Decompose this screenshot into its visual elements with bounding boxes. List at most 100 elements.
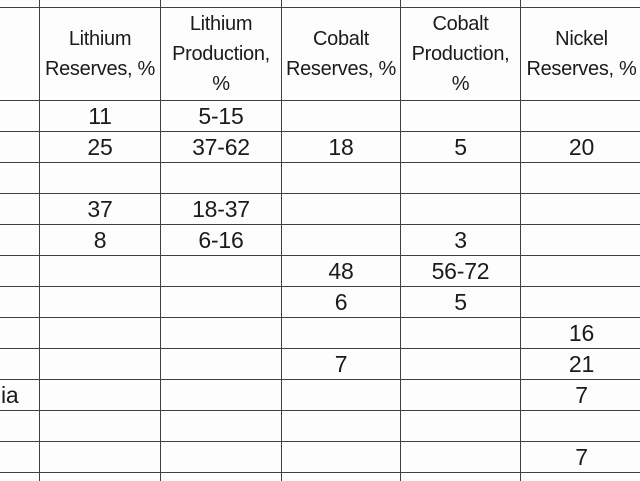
cell-lithium-production — [161, 411, 282, 442]
col-header-lithium-production: Lithium Production, % — [161, 8, 282, 101]
cell-nickel-reserves: 16 — [521, 318, 640, 349]
header-line: % — [451, 73, 470, 95]
cropped-bottom-cell — [161, 473, 282, 481]
header-line: Reserves, % — [285, 58, 397, 80]
cell-country — [0, 411, 40, 442]
cell-lithium-production — [161, 442, 282, 473]
cell-country — [0, 256, 40, 287]
cell-nickel-reserves: 20 — [521, 132, 640, 163]
cell-nickel-reserves — [521, 101, 640, 132]
cell-lithium-production: 18-37 — [161, 194, 282, 225]
col-header-country — [0, 8, 40, 101]
cell-lithium-production: 6-16 — [161, 225, 282, 256]
cell-country — [0, 349, 40, 380]
cell-cobalt-reserves: 6 — [282, 287, 401, 318]
cropped-bottom-cell — [40, 473, 161, 481]
cell-lithium-reserves — [40, 411, 161, 442]
cell-cobalt-reserves — [282, 225, 401, 256]
col-header-nickel-reserves: Nickel Reserves, % — [521, 8, 640, 101]
cell-lithium-production: 37-62 — [161, 132, 282, 163]
cropped-top-cell — [40, 0, 161, 8]
cell-lithium-reserves — [40, 380, 161, 411]
cell-cobalt-production — [401, 318, 521, 349]
header-line: % — [212, 73, 230, 95]
cell-cobalt-production — [401, 442, 521, 473]
cell-cobalt-reserves: 48 — [282, 256, 401, 287]
header-line: Lithium — [189, 13, 253, 35]
cell-cobalt-production — [401, 163, 521, 194]
cropped-bottom-cell — [401, 473, 521, 481]
cell-nickel-reserves: 7 — [521, 380, 640, 411]
cell-country — [0, 194, 40, 225]
cell-cobalt-production — [401, 380, 521, 411]
header-line: Lithium — [68, 28, 132, 50]
cell-lithium-production — [161, 256, 282, 287]
header-line: Reserves, % — [44, 58, 156, 80]
cell-lithium-production: 5-15 — [161, 101, 282, 132]
cell-cobalt-production: 5 — [401, 132, 521, 163]
cell-nickel-reserves: 21 — [521, 349, 640, 380]
cell-nickel-reserves — [521, 411, 640, 442]
cell-nickel-reserves — [521, 256, 640, 287]
cell-cobalt-reserves — [282, 411, 401, 442]
col-header-cobalt-production: Cobalt Production, % — [401, 8, 521, 101]
cell-lithium-production — [161, 163, 282, 194]
cell-cobalt-production: 5 — [401, 287, 521, 318]
cell-nickel-reserves — [521, 287, 640, 318]
cell-country — [0, 287, 40, 318]
cell-country — [0, 442, 40, 473]
cell-country — [0, 225, 40, 256]
cell-lithium-reserves: 11 — [40, 101, 161, 132]
col-header-cobalt-reserves: Cobalt Reserves, % — [282, 8, 401, 101]
cropped-top-cell-country — [0, 0, 40, 8]
cell-lithium-reserves — [40, 256, 161, 287]
cell-cobalt-reserves — [282, 380, 401, 411]
cell-lithium-reserves — [40, 318, 161, 349]
cell-cobalt-reserves — [282, 194, 401, 225]
cell-country — [0, 132, 40, 163]
cropped-bottom-cell-country — [0, 473, 40, 481]
cell-nickel-reserves — [521, 194, 640, 225]
cell-cobalt-production — [401, 411, 521, 442]
cropped-top-cell — [161, 0, 282, 8]
cell-cobalt-reserves — [282, 163, 401, 194]
cell-lithium-reserves — [40, 442, 161, 473]
cell-nickel-reserves — [521, 225, 640, 256]
cell-cobalt-reserves — [282, 101, 401, 132]
cell-nickel-reserves: 7 — [521, 442, 640, 473]
cell-lithium-production — [161, 380, 282, 411]
cell-lithium-reserves: 37 — [40, 194, 161, 225]
cell-country: ia — [0, 380, 40, 411]
cell-nickel-reserves — [521, 163, 640, 194]
cropped-bottom-cell — [282, 473, 401, 481]
cell-country — [0, 163, 40, 194]
cell-cobalt-production — [401, 194, 521, 225]
cell-cobalt-production: 3 — [401, 225, 521, 256]
header-line: Reserves, % — [526, 58, 637, 80]
cell-lithium-production — [161, 349, 282, 380]
header-line: Cobalt — [312, 28, 369, 50]
cell-cobalt-production — [401, 349, 521, 380]
cell-country — [0, 101, 40, 132]
cell-cobalt-reserves — [282, 318, 401, 349]
cell-cobalt-production: 56-72 — [401, 256, 521, 287]
cell-lithium-production — [161, 287, 282, 318]
cell-lithium-reserves: 8 — [40, 225, 161, 256]
cell-cobalt-reserves: 7 — [282, 349, 401, 380]
cell-lithium-reserves — [40, 163, 161, 194]
cell-cobalt-reserves: 18 — [282, 132, 401, 163]
cell-lithium-reserves — [40, 349, 161, 380]
col-header-lithium-reserves: Lithium Reserves, % — [40, 8, 161, 101]
header-line: Cobalt — [432, 13, 489, 35]
cell-country — [0, 318, 40, 349]
header-line: Nickel — [555, 28, 608, 50]
cell-cobalt-reserves — [282, 442, 401, 473]
cropped-top-cell — [401, 0, 521, 8]
cell-lithium-reserves — [40, 287, 161, 318]
cell-cobalt-production — [401, 101, 521, 132]
cropped-top-cell — [521, 0, 640, 8]
header-line: Production, — [172, 43, 270, 65]
cropped-top-cell — [282, 0, 401, 8]
cell-lithium-production — [161, 318, 282, 349]
